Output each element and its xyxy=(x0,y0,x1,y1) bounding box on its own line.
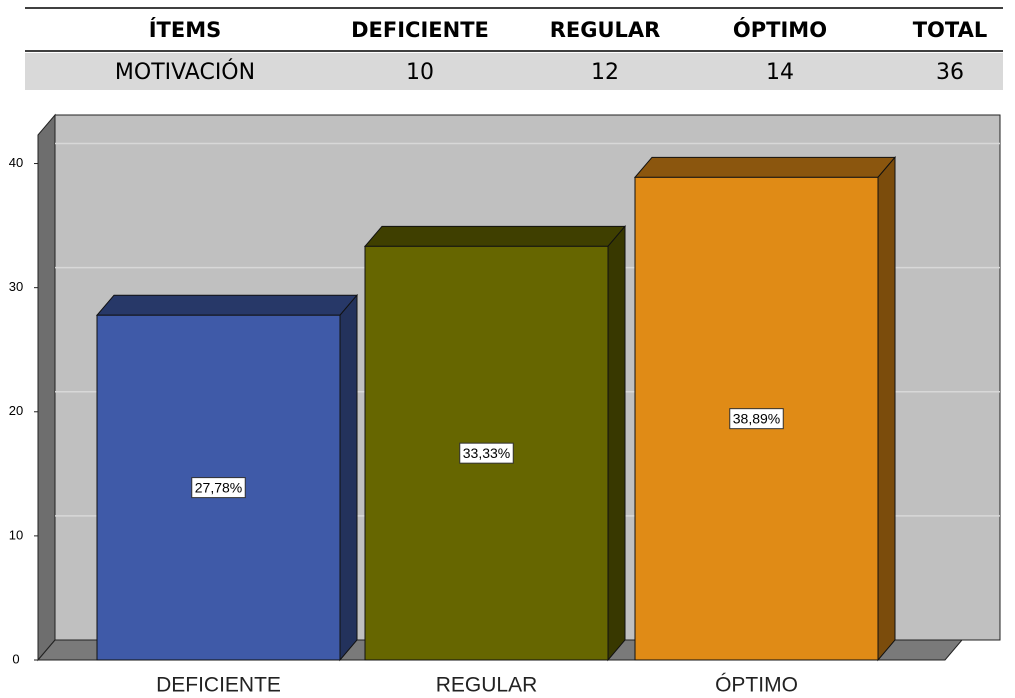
table-header-cell: ÍTEMS xyxy=(149,17,222,42)
value-label: 38,89% xyxy=(733,410,780,426)
value-label: 27,78% xyxy=(195,479,242,495)
value-label-box xyxy=(729,408,784,430)
y-tick-label: 40 xyxy=(9,155,23,170)
x-tick-label: REGULAR xyxy=(436,674,538,697)
bar-top xyxy=(633,156,897,178)
table-header-cell: ÓPTIMO xyxy=(733,17,827,42)
bar-side xyxy=(877,155,896,662)
bar-top xyxy=(363,225,627,247)
table-cell: MOTIVACIÓN xyxy=(115,59,255,85)
bar-side xyxy=(607,224,626,662)
table-row-bg xyxy=(25,53,1003,90)
table-cell: 14 xyxy=(766,60,794,85)
y-tick-label: 0 xyxy=(12,651,19,666)
table-cell: 36 xyxy=(936,60,964,85)
x-tick-label: ÓPTIMO xyxy=(715,674,798,697)
bar-side xyxy=(339,293,358,662)
value-label-box xyxy=(191,477,246,499)
value-label: 33,33% xyxy=(463,445,510,461)
table-cell: 12 xyxy=(591,60,619,85)
table-header-cell: DEFICIENTE xyxy=(351,18,489,42)
left-wall xyxy=(37,113,56,662)
table-header-cell: REGULAR xyxy=(550,18,661,42)
table-header-cell: TOTAL xyxy=(913,18,988,42)
value-label-box xyxy=(459,442,514,464)
table-cell: 10 xyxy=(406,60,434,85)
y-tick-label: 10 xyxy=(9,527,23,542)
x-tick-label: DEFICIENTE xyxy=(156,674,281,697)
y-tick-label: 20 xyxy=(9,403,23,418)
bar-top xyxy=(95,294,359,316)
y-tick-label: 30 xyxy=(9,279,23,294)
